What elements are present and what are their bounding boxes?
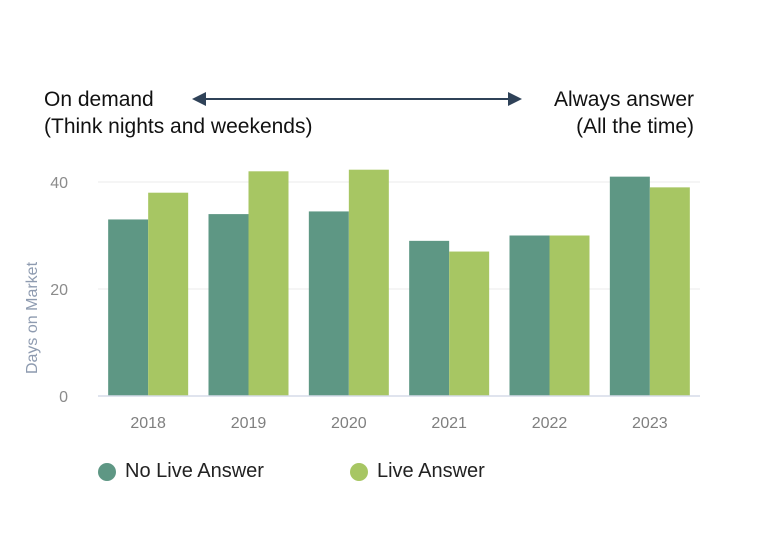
- y-tick-label-0: 0: [59, 389, 68, 406]
- legend-label-live-answer: Live Answer: [376, 460, 485, 482]
- bar-live-answer-2020: [348, 169, 389, 396]
- y-axis-title: Days on Market: [24, 261, 41, 374]
- legend-label-no-live-answer: No Live Answer: [125, 460, 264, 482]
- x-tick-label-2018: 2018: [130, 415, 166, 432]
- bar-live-answer-2018: [148, 192, 189, 396]
- bar-chart: 0 20 40 Days on Market 2018 2019 2020 2021 2022 2…: [24, 169, 700, 432]
- annotation-always-answer-subtitle: (All the time): [576, 115, 694, 138]
- x-tick-label-2019: 2019: [231, 415, 267, 432]
- bar-no-live-answer-2018: [108, 219, 149, 396]
- legend-swatch-no-live-answer: [98, 462, 116, 481]
- bar-no-live-answer-2022: [509, 235, 550, 396]
- legend-swatch-live-answer: [349, 462, 368, 481]
- chart-legend: No Live Answer Live Answer: [98, 460, 485, 483]
- x-tick-label-2020: 2020: [331, 415, 367, 432]
- y-tick-label-20: 20: [50, 282, 68, 299]
- double-arrow-icon: [192, 92, 522, 106]
- legend-item-no-live-answer: No Live Answer: [98, 460, 264, 483]
- bar-live-answer-2023: [649, 187, 690, 396]
- annotation-always-answer: Always answer (All the time): [554, 86, 694, 140]
- bar-no-live-answer-2021: [409, 240, 450, 396]
- bar-live-answer-2019: [248, 171, 289, 396]
- x-tick-label-2021: 2021: [431, 415, 467, 432]
- bar-no-live-answer-2019: [208, 214, 249, 396]
- x-tick-label-2022: 2022: [532, 415, 568, 432]
- annotation-always-answer-title: Always answer: [553, 88, 694, 111]
- y-tick-label-40: 40: [50, 175, 68, 192]
- annotation-on-demand: On demand (Think nights and weekends): [44, 86, 312, 140]
- legend-item-live-answer: Live Answer: [349, 460, 485, 483]
- arrow-head-left: [192, 92, 206, 106]
- annotation-on-demand-subtitle: (Think nights and weekends): [44, 115, 313, 138]
- arrow-head-right: [508, 92, 522, 106]
- bar-live-answer-2022: [549, 235, 590, 396]
- bar-no-live-answer-2020: [308, 211, 349, 396]
- bar-no-live-answer-2023: [609, 176, 650, 396]
- bar-live-answer-2021: [449, 251, 490, 396]
- x-tick-label-2023: 2023: [632, 415, 668, 432]
- annotation-on-demand-title: On demand: [44, 88, 154, 111]
